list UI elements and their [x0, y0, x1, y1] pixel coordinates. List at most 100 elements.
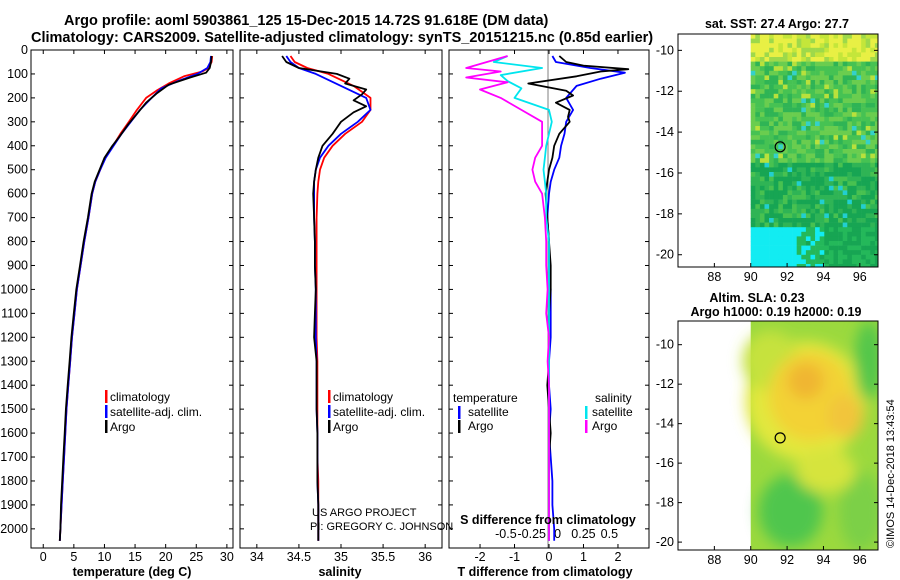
sst-pixel [769, 176, 774, 182]
map-y-tick-label: -16 [656, 456, 674, 470]
sst-pixel [856, 121, 862, 127]
sst-pixel [801, 259, 807, 265]
sst-pixel [759, 236, 765, 242]
map-y-tick-label: -18 [656, 207, 674, 221]
sst-pixel [792, 185, 797, 191]
sst-pixel [778, 126, 784, 131]
sst-pixel [759, 130, 765, 136]
temperature-panel: 0100200300400500600700800900100011001200… [0, 43, 234, 579]
sst-pixel [782, 149, 788, 154]
sst-pixel [838, 158, 843, 164]
sst-pixel [801, 204, 807, 210]
sst-pixel [828, 121, 834, 127]
sst-pixel [842, 61, 848, 67]
sst-pixel [787, 222, 793, 228]
sst-pixel [856, 245, 862, 251]
sst-pixel [787, 121, 793, 127]
sst-pixel [778, 259, 784, 265]
sst-pixel [856, 227, 862, 233]
sst-pixel [755, 208, 761, 214]
sst-pixel [773, 167, 779, 173]
difference-top-axis-label: S difference from climatology [460, 513, 636, 527]
sst-pixel [773, 43, 779, 49]
sst-pixel [750, 195, 756, 200]
sst-pixel [810, 245, 816, 251]
legend-label-argo: Argo [110, 420, 136, 434]
sst-pixel [778, 107, 784, 113]
sst-pixel [815, 172, 820, 177]
sst-pixel [815, 264, 820, 267]
sst-pixel [870, 153, 876, 159]
sst-pixel [838, 241, 843, 246]
sst-pixel [828, 195, 834, 200]
sst-pixel [851, 38, 857, 44]
sst-pixel [819, 47, 825, 53]
sst-pixel [824, 66, 830, 72]
sst-pixel [764, 126, 770, 131]
sst-pixel [764, 208, 770, 214]
sst-pixel [759, 107, 765, 113]
sst-pixel [847, 135, 853, 141]
sst-pixel [856, 144, 862, 150]
sst-pixel [805, 227, 811, 233]
sst-pixel [750, 213, 756, 219]
sst-pixel [828, 181, 834, 187]
sst-pixel [874, 218, 878, 223]
sst-pixel [824, 227, 830, 233]
sst-pixel [828, 218, 834, 223]
sst-pixel [815, 52, 820, 58]
sst-pixel [874, 204, 878, 210]
sst-pixel [792, 52, 797, 58]
sst-pixel [819, 195, 825, 200]
sst-pixel [782, 176, 788, 182]
sst-pixel [773, 130, 779, 136]
sst-pixel [851, 231, 857, 237]
sst-pixel [838, 116, 843, 122]
sst-pixel [782, 204, 788, 210]
sst-pixel [759, 185, 765, 191]
sst-pixel [842, 116, 848, 122]
sst-pixel [755, 47, 761, 53]
sst-pixel [764, 185, 770, 191]
sst-pixel [810, 57, 816, 62]
sst-pixel [805, 121, 811, 127]
sst-pixel [824, 70, 830, 76]
sst-pixel [874, 121, 878, 127]
x-tick-label: 0 [546, 550, 553, 564]
sst-pixel [764, 57, 770, 62]
sst-pixel [759, 218, 765, 223]
sst-pixel [801, 47, 807, 53]
sst-pixel [782, 80, 788, 85]
x-tick-label: 2 [614, 550, 621, 564]
sst-pixel [778, 84, 784, 90]
sst-pixel [874, 107, 878, 113]
sst-pixel [782, 89, 788, 95]
sla-map-title-line2: Argo h1000: 0.19 h2000: 0.19 [691, 305, 862, 319]
sst-pixel [838, 61, 843, 67]
sst-pixel [861, 144, 866, 150]
sst-pixel [851, 70, 857, 76]
sst-pixel [819, 103, 825, 108]
sst-pixel [847, 208, 853, 214]
legend-swatch-satellite-adj [328, 405, 331, 418]
sst-pixel [778, 47, 784, 53]
sst-pixel [865, 185, 871, 191]
sst-pixel [755, 195, 761, 200]
sst-pixel [787, 245, 793, 251]
sst-pixel [851, 135, 857, 141]
sst-pixel [805, 176, 811, 182]
sst-pixel [847, 162, 853, 168]
sst-pixel [819, 213, 825, 219]
sst-pixel [782, 162, 788, 168]
sst-pixel [782, 190, 788, 196]
sst-pixel [792, 61, 797, 67]
sst-pixel [847, 259, 853, 265]
sla-anomaly-blobs [742, 321, 878, 550]
sst-pixel [792, 34, 797, 39]
sst-pixel [856, 162, 862, 168]
sst-pixel [782, 66, 788, 72]
sst-pixel [856, 153, 862, 159]
sst-pixel [851, 126, 857, 131]
sst-pixel [847, 231, 853, 237]
sst-pixel [847, 61, 853, 67]
